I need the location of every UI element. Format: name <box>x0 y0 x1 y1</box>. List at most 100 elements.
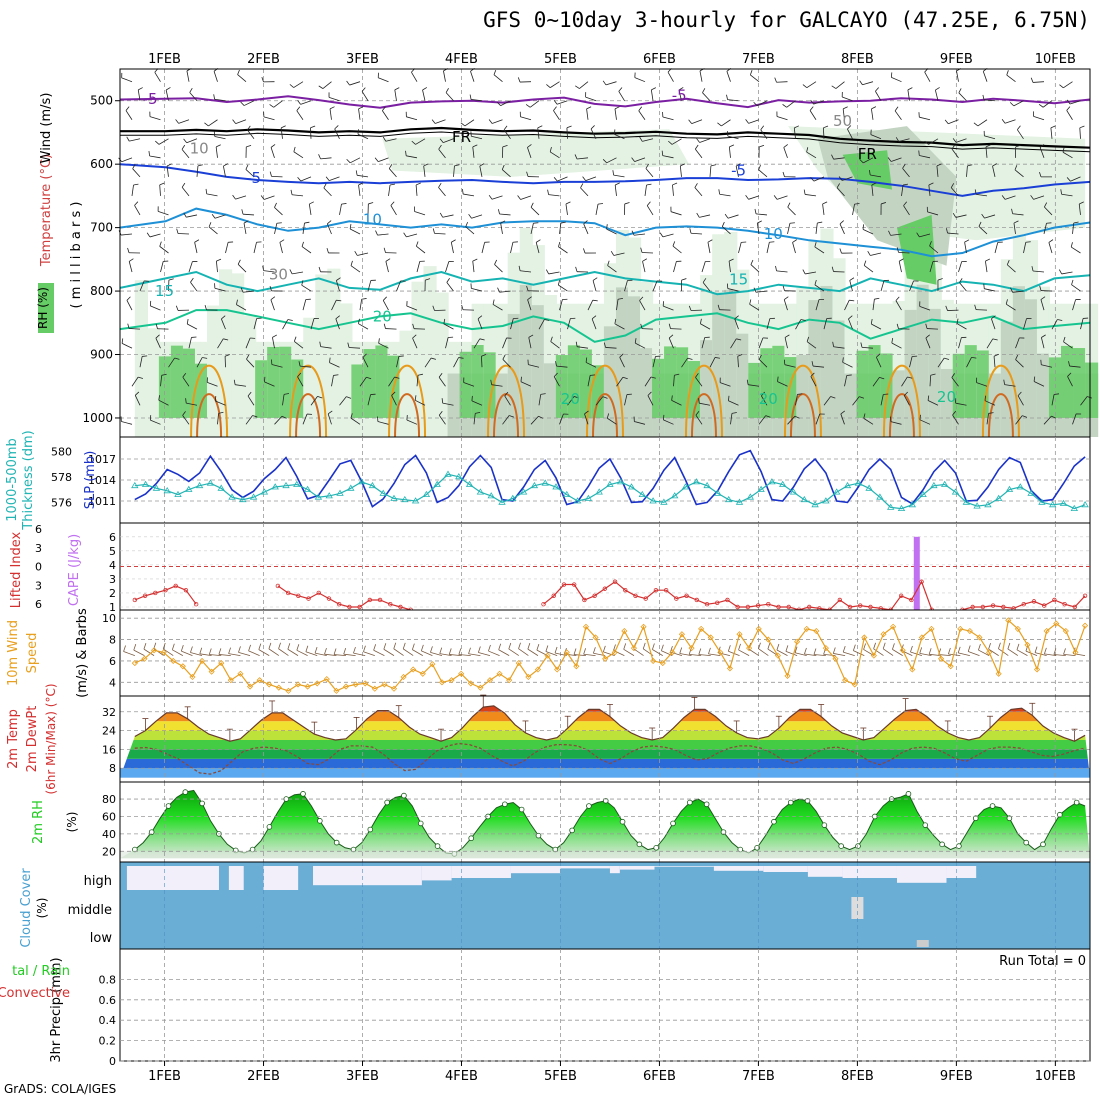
wind-barb <box>634 157 646 162</box>
lifted-index-marker <box>980 604 986 610</box>
wind-speed-marker <box>371 685 378 692</box>
wind-barb <box>225 242 229 254</box>
wind-barb-flag <box>956 318 959 324</box>
wind-barb-flag <box>982 94 985 100</box>
wind-barb <box>206 193 218 197</box>
contour-label: 20 <box>561 390 580 408</box>
wind-barb-flag <box>840 410 846 415</box>
lifted-index-marker <box>735 604 740 610</box>
wind-barb <box>862 346 874 349</box>
temp-band <box>120 730 1090 740</box>
wind-barb-flag <box>283 393 290 395</box>
wind-barb-flag <box>496 101 501 106</box>
wind-barb <box>499 290 511 293</box>
wind-barb-flag <box>237 69 240 75</box>
wind-barb-flag <box>358 106 364 110</box>
wind-barb <box>294 341 304 349</box>
wind-barb-flag <box>661 150 664 156</box>
thickness-marker <box>670 492 679 499</box>
wind-barb <box>890 157 902 162</box>
wind-barb <box>1004 119 1016 124</box>
wind-barb-flag <box>870 318 873 325</box>
wind-barb-flag <box>134 201 139 206</box>
tick-label-right: 1014 <box>88 474 116 487</box>
temperature-axis-label: Temperature (°C) <box>39 154 54 267</box>
wind-barb <box>394 89 397 101</box>
lifted-index-marker <box>551 593 556 598</box>
wind-barb-flag <box>269 171 272 177</box>
wind-barb-flag <box>545 269 550 275</box>
wind-barb-flag <box>361 87 366 92</box>
wind-barb-flag <box>631 157 635 162</box>
wind-barb-flag <box>785 645 789 652</box>
wind-barb-flag <box>903 391 908 396</box>
wind-barb-flag <box>216 258 222 262</box>
rh-green-cell <box>760 348 774 418</box>
contour-label: 20 <box>759 390 778 408</box>
wind-barb <box>907 89 910 101</box>
wind-barb-flag <box>985 258 991 262</box>
wind-barb-flag <box>362 353 367 358</box>
wind-barb-flag <box>394 87 400 91</box>
wind-barb-flag <box>802 269 806 275</box>
wind-speed-marker <box>285 687 292 694</box>
wind-barb-flag <box>297 372 302 377</box>
wind-barb <box>121 233 133 236</box>
wind-barb-flag <box>414 395 417 401</box>
wind-barb <box>247 395 255 406</box>
wind-barb-flag <box>431 119 436 124</box>
wind-barb <box>592 280 597 292</box>
wind-barb <box>1033 381 1045 387</box>
wind-barb-flag <box>123 645 126 652</box>
wind-barb-flag <box>553 177 558 182</box>
wind-barb <box>121 421 133 425</box>
wind-barb-flag <box>488 644 491 652</box>
wind-barb-flag <box>423 163 429 167</box>
wind-barb <box>863 418 874 425</box>
lifted-index-marker <box>367 597 373 603</box>
wind-barb <box>614 184 617 196</box>
wind-barb <box>215 146 218 158</box>
wind-barb <box>616 299 619 311</box>
wind-barb-flag <box>846 374 852 376</box>
wind-barb <box>245 169 255 178</box>
wind-barb-flag <box>280 125 286 129</box>
wind-barb-flag <box>545 645 549 652</box>
contour-label: 20 <box>937 388 956 406</box>
date-label-bottom: 4FEB <box>445 1069 478 1084</box>
wind-barb <box>727 135 739 140</box>
lifted-index-marker <box>674 596 679 601</box>
wind-barb-flag <box>350 260 353 266</box>
wind-barb <box>813 365 825 368</box>
wind-speed-marker <box>179 663 186 670</box>
lifted-index-marker <box>1021 601 1026 607</box>
wind-barb-flag <box>848 315 853 320</box>
wind-barb <box>842 108 845 120</box>
wind-barb-flag <box>1013 220 1019 224</box>
tick-label: 0.2 <box>99 1035 117 1048</box>
wind-barb <box>605 347 617 349</box>
rh-green-cell <box>856 350 870 418</box>
wind-barb <box>499 213 511 216</box>
wind-barb <box>1067 376 1073 387</box>
wind-barb <box>976 193 988 197</box>
wind-barb <box>694 187 703 197</box>
wind-speed-line <box>134 619 1086 692</box>
wind-barb <box>300 176 312 182</box>
wind-barb <box>734 318 739 330</box>
wind-barb <box>1066 110 1073 120</box>
rh-green-cell <box>255 360 269 418</box>
wind-barb-flag <box>696 212 700 218</box>
wind-barb <box>292 194 304 197</box>
wind-barb-flag <box>928 182 934 186</box>
wind-barb-flag <box>624 202 630 205</box>
wind-barb-flag <box>323 183 327 189</box>
wind-barb <box>190 281 198 292</box>
wind-barb <box>671 138 682 145</box>
wind-speed-marker <box>218 660 225 667</box>
wind-barb-flag <box>1003 379 1006 385</box>
wind-barb-flag <box>202 357 208 359</box>
wind-barb <box>1050 127 1053 139</box>
tick-label: 32 <box>102 706 116 719</box>
wind-barb <box>463 193 475 197</box>
